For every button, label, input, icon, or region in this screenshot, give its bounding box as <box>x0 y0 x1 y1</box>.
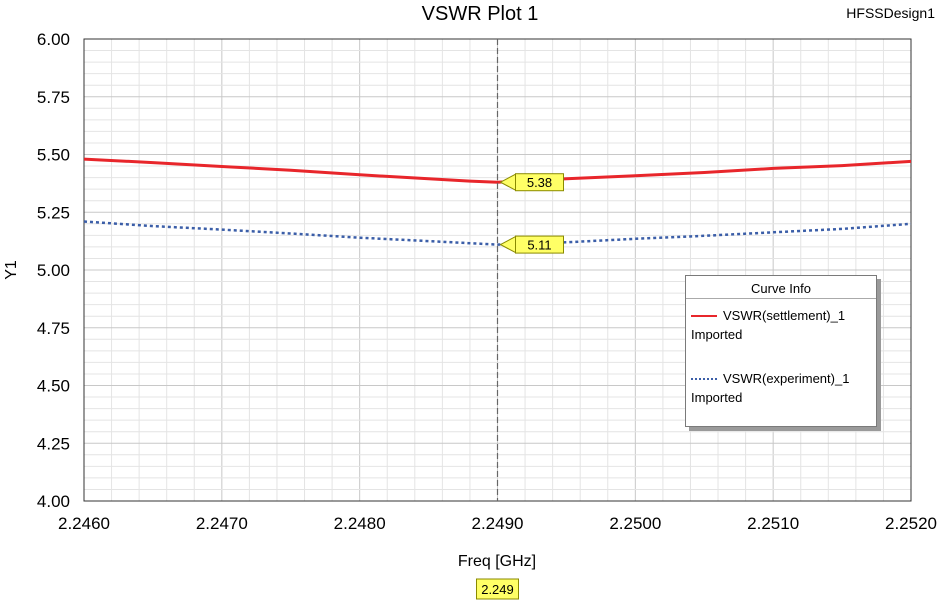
x-tick-label: 2.2520 <box>885 514 937 533</box>
x-tick-label: 2.2470 <box>196 514 248 533</box>
x-tick-label: 2.2480 <box>334 514 386 533</box>
curve-info-legend[interactable]: Curve Info VSWR(settlement)_1 Imported V… <box>685 275 877 427</box>
legend-swatch-solid-red <box>691 314 717 317</box>
x-tick-label: 2.2460 <box>58 514 110 533</box>
legend-series-name: VSWR(experiment)_1 <box>723 371 850 386</box>
marker-value-label: 5.38 <box>527 175 552 190</box>
chart-title: VSWR Plot 1 <box>422 3 539 25</box>
y-tick-label: 5.25 <box>37 203 70 222</box>
x-tick-label: 2.2510 <box>747 514 799 533</box>
x-tick-label: 2.2500 <box>609 514 661 533</box>
legend-series-subtitle: Imported <box>691 327 743 342</box>
marker-value-box <box>515 173 564 192</box>
legend-title: Curve Info <box>686 276 876 299</box>
y-tick-label: 4.00 <box>37 492 70 511</box>
y-tick-label: 4.75 <box>37 319 70 338</box>
y-tick-label: 6.00 <box>37 30 70 49</box>
y-tick-label: 4.25 <box>37 434 70 453</box>
design-name: HFSSDesign1 <box>846 5 935 21</box>
marker-x-box <box>476 578 519 600</box>
axis-ticks: 2.2460 2.2470 2.2480 2.2490 2.2500 2.2510 2.25… <box>37 30 937 533</box>
y-tick-label: 5.00 <box>37 261 70 280</box>
legend-series-name: VSWR(settlement)_1 <box>723 308 846 323</box>
y-tick-label: 5.75 <box>37 88 70 107</box>
legend-entry-experiment[interactable]: VSWR(experiment)_1 Imported <box>691 371 849 405</box>
marker-x-label: 2.249 <box>481 582 514 597</box>
x-axis-label: Freq [GHz] <box>458 553 536 570</box>
marker-value-box <box>515 235 564 254</box>
legend-entry-settlement[interactable]: VSWR(settlement)_1 Imported <box>691 308 845 342</box>
y-axis-label: Y1 <box>3 260 20 280</box>
marker-pointer <box>499 173 516 192</box>
y-tick-label: 5.50 <box>37 146 70 165</box>
legend-series-subtitle: Imported <box>691 390 743 405</box>
marker-value-label: 5.11 <box>527 238 551 253</box>
legend-swatch-dotted-blue <box>691 377 717 380</box>
x-tick-label: 2.2490 <box>472 514 524 533</box>
marker-pointer <box>499 235 516 254</box>
series-line-experiment <box>83 220 912 246</box>
y-tick-label: 4.50 <box>37 377 70 396</box>
marker-layer: 5.38 5.11 2.249 <box>476 39 564 600</box>
series-line-settlement <box>83 157 912 184</box>
series-layer <box>83 157 912 246</box>
